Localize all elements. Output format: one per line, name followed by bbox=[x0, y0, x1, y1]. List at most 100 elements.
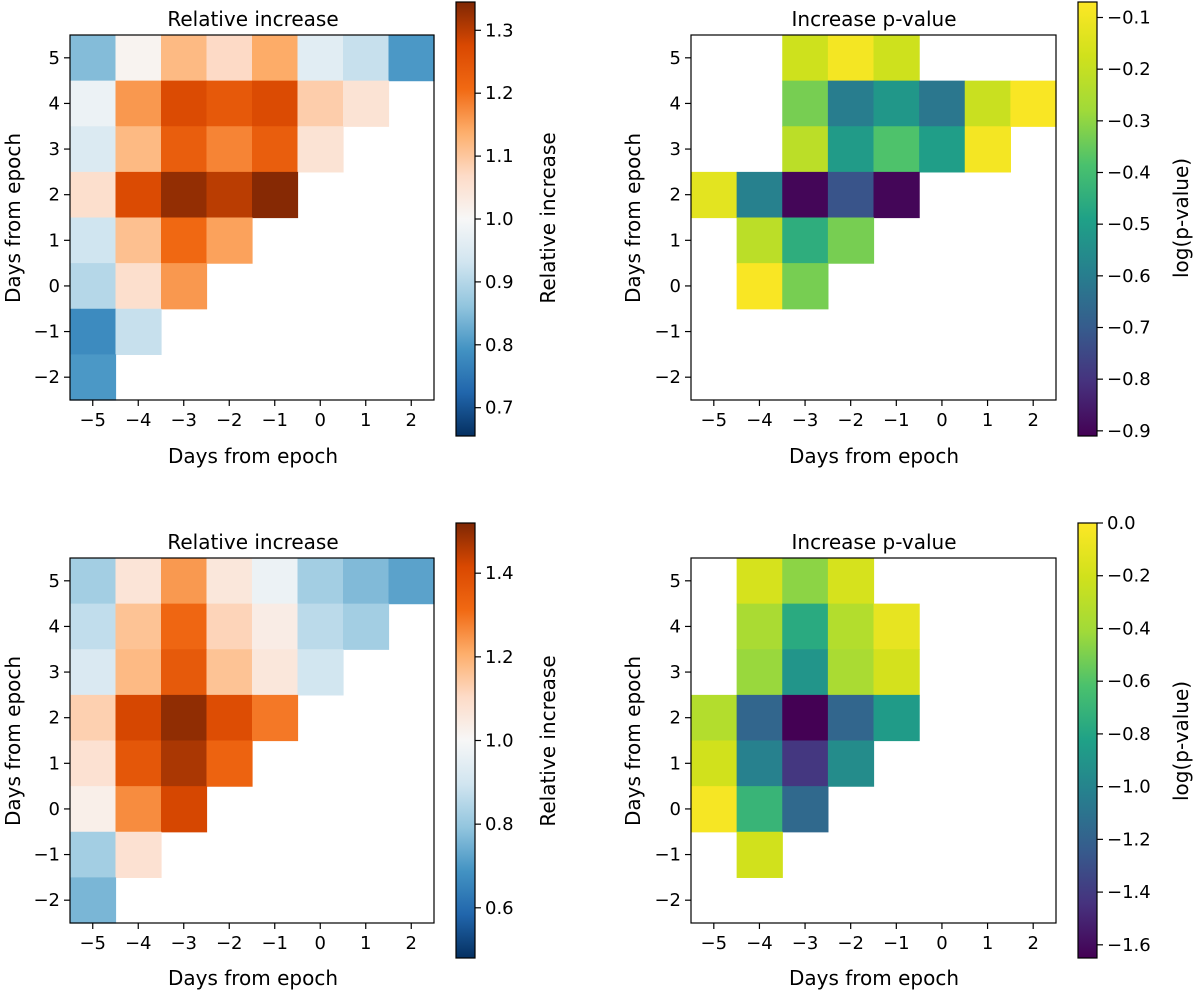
colorbar-tick-label: −0.2 bbox=[1107, 59, 1151, 80]
heatmap-cell bbox=[297, 649, 344, 696]
heatmap-cell bbox=[206, 740, 253, 787]
x-tick-label: 1 bbox=[982, 933, 993, 954]
colorbar-tick-label: −1.4 bbox=[1107, 882, 1151, 903]
panel-2-x-axis-label: Days from epoch bbox=[789, 444, 959, 468]
heatmap-cell bbox=[115, 80, 162, 127]
x-tick-label: −4 bbox=[746, 410, 773, 431]
heatmap-cell bbox=[115, 217, 162, 264]
heatmap-cell bbox=[70, 694, 117, 742]
y-tick-label: 4 bbox=[49, 93, 60, 114]
panel-2-colorbar-gradient bbox=[1077, 1, 1098, 437]
heatmap-cell bbox=[115, 831, 162, 878]
y-tick-label: 4 bbox=[670, 93, 681, 114]
x-tick-label: −4 bbox=[125, 410, 152, 431]
heatmap-cell bbox=[827, 558, 875, 605]
heatmap-cell bbox=[873, 649, 920, 696]
heatmap-cell bbox=[70, 35, 117, 82]
x-tick-label: −3 bbox=[170, 933, 197, 954]
colorbar-tick-label: 0.7 bbox=[485, 398, 514, 419]
heatmap-cell bbox=[161, 217, 208, 264]
y-tick-label: 0 bbox=[670, 799, 681, 820]
panel-3-y-ticks: −2 −1 0 1 2 3 4 5 bbox=[33, 571, 70, 911]
x-tick-label: −5 bbox=[79, 410, 106, 431]
heatmap-cell bbox=[70, 831, 117, 878]
heatmap-cell bbox=[115, 558, 162, 605]
heatmap-cell bbox=[782, 603, 829, 650]
colorbar-tick-label: 1.3 bbox=[485, 20, 514, 41]
y-tick-label: 5 bbox=[670, 571, 681, 592]
panel-2-colorbar-label: log(p-value) bbox=[1169, 158, 1193, 278]
heatmap-cell bbox=[252, 694, 299, 742]
heatmap-cell bbox=[782, 649, 829, 696]
x-tick-label: 1 bbox=[360, 933, 371, 954]
panel-3: Relative increase −5 −4 −3 −2 −1 0 1 2 −2 −1 0 1 2 3… bbox=[1, 522, 560, 990]
heatmap-cell bbox=[161, 126, 208, 173]
panel-4-colorbar: −1.6 −1.4 −1.2 −1.0 −0.8 −0.6 −0.4 −0.2 0.0 log(… bbox=[1077, 513, 1193, 959]
heatmap-cell bbox=[782, 263, 829, 310]
x-tick-label: 1 bbox=[982, 410, 993, 431]
panel-1-x-axis-label: Days from epoch bbox=[168, 444, 338, 468]
x-tick-label: 2 bbox=[406, 410, 417, 431]
panel-2-heatmap-cells bbox=[691, 35, 1057, 310]
heatmap-cell bbox=[206, 694, 253, 742]
heatmap-cell bbox=[70, 171, 117, 219]
x-tick-label: 1 bbox=[360, 410, 371, 431]
heatmap-cell bbox=[736, 740, 783, 787]
heatmap-cell bbox=[70, 80, 117, 127]
panel-3-x-ticks: −5 −4 −3 −2 −1 0 1 2 bbox=[79, 923, 417, 954]
heatmap-cell bbox=[70, 558, 117, 605]
heatmap-cell bbox=[736, 171, 783, 219]
y-tick-label: 5 bbox=[49, 571, 60, 592]
heatmap-cell bbox=[206, 126, 253, 173]
heatmap-cell bbox=[161, 558, 208, 605]
heatmap-cell bbox=[736, 649, 783, 696]
x-tick-label: −3 bbox=[792, 933, 819, 954]
x-tick-label: 2 bbox=[1027, 410, 1038, 431]
heatmap-cell bbox=[206, 35, 253, 82]
heatmap-cell bbox=[873, 80, 920, 127]
heatmap-cell bbox=[161, 603, 208, 650]
x-tick-label: 0 bbox=[315, 410, 326, 431]
heatmap-cell bbox=[297, 603, 344, 650]
colorbar-tick-label: 1.2 bbox=[485, 83, 514, 104]
y-tick-label: −1 bbox=[33, 322, 60, 343]
heatmap-cell bbox=[252, 35, 299, 82]
colorbar-tick-label: −0.1 bbox=[1107, 8, 1151, 29]
panel-1-colorbar-ticks: 0.7 0.8 0.9 1.0 1.1 1.2 1.3 bbox=[475, 20, 514, 419]
heatmap-cell bbox=[736, 831, 783, 878]
heatmap-cell bbox=[827, 171, 875, 219]
heatmap-cell bbox=[873, 603, 920, 650]
y-tick-label: 2 bbox=[49, 708, 60, 729]
panel-3-x-axis-label: Days from epoch bbox=[168, 966, 338, 990]
panel-2: Increase p-value −5 −4 −3 −2 −1 0 1 2 −2 −1 0 1 2 3 4… bbox=[621, 1, 1193, 468]
x-tick-label: −4 bbox=[125, 933, 152, 954]
y-tick-label: 0 bbox=[49, 799, 60, 820]
panel-1-heatmap-cells bbox=[70, 35, 435, 401]
heatmap-cell bbox=[115, 649, 162, 696]
x-tick-label: −2 bbox=[216, 933, 243, 954]
heatmap-cell bbox=[736, 558, 783, 605]
heatmap-cell bbox=[827, 694, 875, 742]
x-tick-label: −1 bbox=[261, 410, 288, 431]
panel-1-y-ticks: −2 −1 0 1 2 3 4 5 bbox=[33, 48, 70, 388]
heatmap-cell bbox=[782, 171, 829, 219]
heatmap-cell bbox=[919, 126, 966, 173]
y-tick-label: 2 bbox=[49, 185, 60, 206]
panel-1-x-ticks: −5 −4 −3 −2 −1 0 1 2 bbox=[79, 400, 417, 431]
panel-4-plot-frame bbox=[690, 557, 1057, 924]
y-tick-label: 3 bbox=[670, 662, 681, 683]
colorbar-tick-label: −0.4 bbox=[1107, 618, 1151, 639]
heatmap-cell bbox=[297, 558, 344, 605]
panel-4-x-axis-label: Days from epoch bbox=[789, 966, 959, 990]
y-tick-label: −1 bbox=[33, 845, 60, 866]
panel-3-heatmap-cells bbox=[70, 558, 435, 924]
heatmap-cell bbox=[736, 694, 783, 742]
x-tick-label: 0 bbox=[315, 933, 326, 954]
panel-1-colorbar-gradient bbox=[455, 1, 476, 437]
heatmap-cell bbox=[70, 603, 117, 650]
heatmap-cell bbox=[736, 786, 783, 833]
heatmap-cell bbox=[827, 649, 875, 696]
heatmap-cell bbox=[736, 217, 783, 264]
colorbar-tick-label: −0.3 bbox=[1107, 111, 1151, 132]
colorbar-tick-label: 1.0 bbox=[485, 209, 514, 230]
